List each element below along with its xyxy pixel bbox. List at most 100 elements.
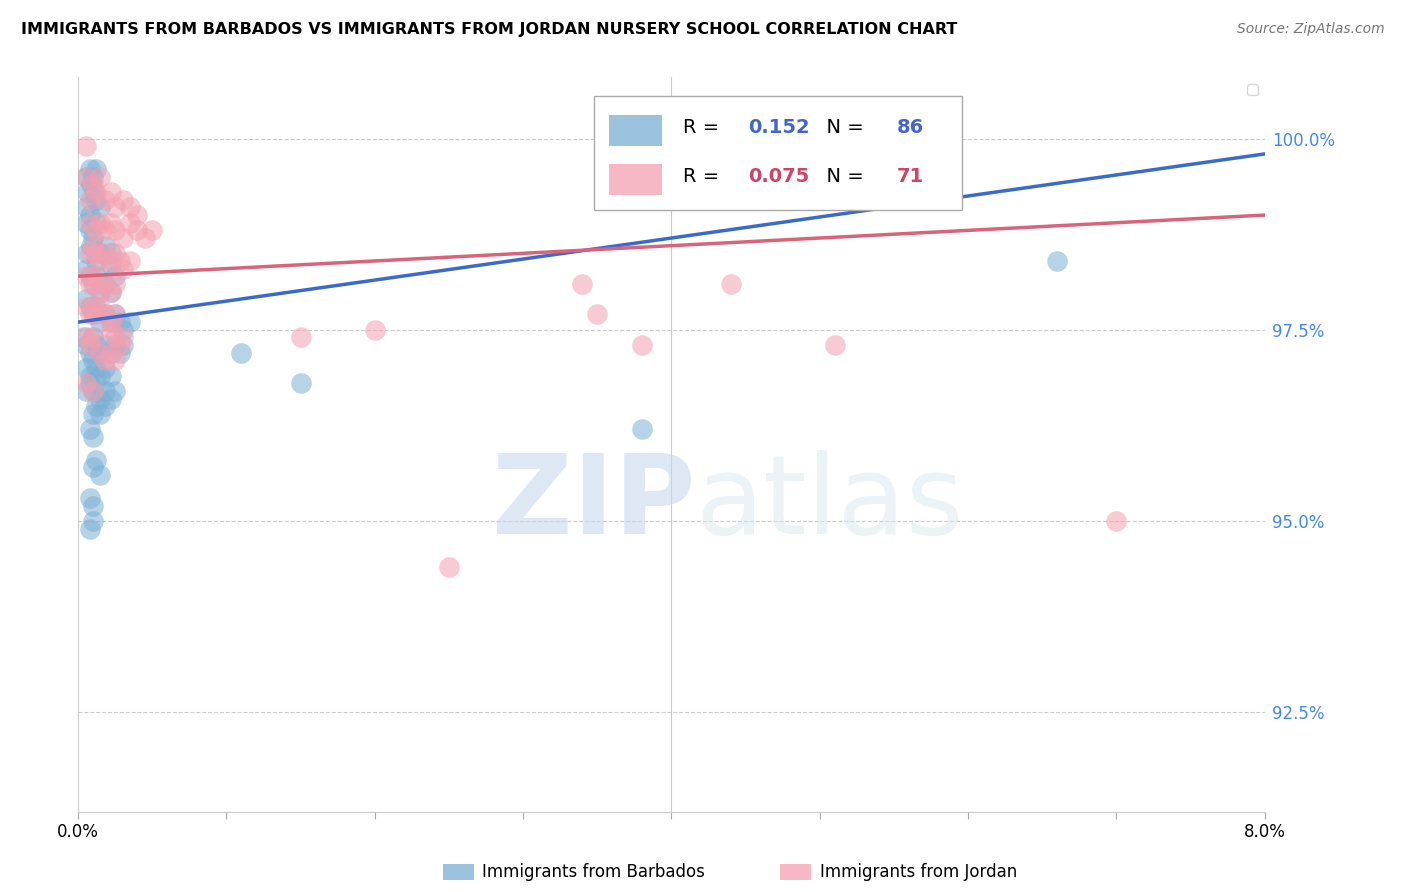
Point <box>111 193 134 207</box>
Point <box>84 399 107 413</box>
Point <box>84 254 107 268</box>
Point <box>141 223 163 237</box>
Point <box>79 216 101 230</box>
Point <box>82 384 104 398</box>
Point <box>94 384 117 398</box>
Text: atlas: atlas <box>695 450 963 557</box>
Point <box>75 292 97 306</box>
Bar <box>609 164 662 194</box>
Text: ZIP: ZIP <box>492 450 695 557</box>
Point <box>1046 254 1069 268</box>
Point <box>75 376 97 391</box>
Text: Immigrants from Barbados: Immigrants from Barbados <box>482 863 706 881</box>
Point <box>100 216 122 230</box>
Point <box>100 246 122 260</box>
Text: N =: N = <box>814 118 870 136</box>
FancyBboxPatch shape <box>595 95 962 210</box>
Point <box>84 223 107 237</box>
Point <box>82 514 104 528</box>
Point <box>111 231 134 245</box>
Point <box>94 223 117 237</box>
Point <box>108 338 131 352</box>
Point <box>104 353 127 368</box>
Point <box>84 452 107 467</box>
Point <box>118 315 141 329</box>
Point <box>82 330 104 344</box>
Point <box>84 216 107 230</box>
Point <box>290 330 312 344</box>
Point <box>84 185 107 199</box>
Point <box>94 308 117 322</box>
Text: 0.152: 0.152 <box>748 118 810 136</box>
Point <box>82 308 104 322</box>
Point <box>79 345 101 359</box>
Point <box>571 277 593 291</box>
Point <box>94 238 117 252</box>
Point <box>82 384 104 398</box>
Point <box>84 361 107 376</box>
Point <box>630 422 652 436</box>
Point <box>1105 514 1128 528</box>
Point <box>75 261 97 276</box>
Point <box>111 338 134 352</box>
Point <box>104 338 127 352</box>
Point <box>108 345 131 359</box>
Point <box>100 315 122 329</box>
Point <box>94 193 117 207</box>
Point <box>82 430 104 444</box>
Point <box>100 345 122 359</box>
Point <box>79 368 101 383</box>
Point <box>94 399 117 413</box>
Point <box>94 277 117 291</box>
Point <box>76 185 98 199</box>
Point <box>94 338 117 352</box>
Point <box>79 223 101 237</box>
Text: R =: R = <box>683 167 725 186</box>
Point <box>100 185 122 199</box>
Point <box>89 407 111 421</box>
Text: N =: N = <box>814 167 870 186</box>
Point <box>111 261 134 276</box>
Point <box>94 246 117 260</box>
Point <box>94 277 117 291</box>
Point <box>437 559 460 574</box>
Point <box>79 300 101 314</box>
Point <box>231 345 253 359</box>
Point <box>84 376 107 391</box>
Bar <box>609 115 662 145</box>
Point <box>82 499 104 513</box>
Point <box>84 300 107 314</box>
Point <box>83 185 105 199</box>
Point <box>79 422 101 436</box>
Point <box>80 178 103 192</box>
Point <box>89 285 111 299</box>
Point <box>104 201 127 215</box>
Point <box>75 330 97 344</box>
Point <box>82 330 104 344</box>
Point <box>89 246 111 260</box>
Point <box>127 208 149 222</box>
Point <box>82 460 104 475</box>
Point <box>75 169 97 184</box>
Point <box>79 162 101 177</box>
Point <box>104 246 127 260</box>
Point <box>84 193 107 207</box>
Point <box>79 308 101 322</box>
Point <box>108 254 131 268</box>
Point <box>75 169 97 184</box>
Point <box>100 254 122 268</box>
Point <box>586 308 609 322</box>
Point <box>100 285 122 299</box>
Point <box>82 269 104 284</box>
Point <box>75 384 97 398</box>
Point <box>89 468 111 483</box>
Point <box>75 139 97 153</box>
Point <box>100 368 122 383</box>
Point <box>89 169 111 184</box>
Point <box>89 315 111 329</box>
Point <box>118 254 141 268</box>
Point <box>630 338 652 352</box>
Point <box>118 216 141 230</box>
Point <box>82 407 104 421</box>
Point <box>84 338 107 352</box>
